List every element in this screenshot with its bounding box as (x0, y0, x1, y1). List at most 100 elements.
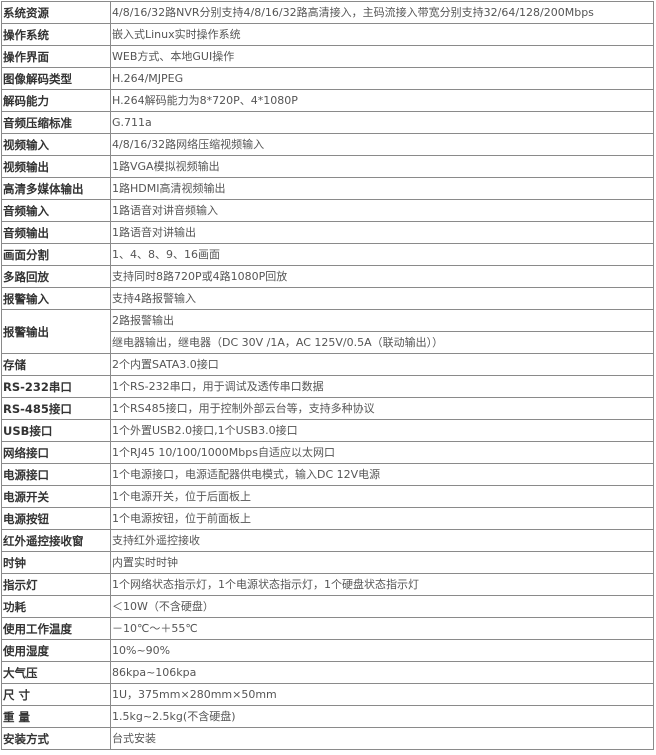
spec-label: 音频输出 (1, 221, 111, 244)
spec-label: 报警输入 (1, 287, 111, 310)
spec-row: USB接口 1个外置USB2.0接口,1个USB3.0接口 (1, 419, 654, 442)
spec-row: 电源按钮 1个电源按钮，位于前面板上 (1, 507, 654, 530)
spec-row: 指示灯 1个网络状态指示灯，1个电源状态指示灯，1个硬盘状态指示灯 (1, 573, 654, 596)
spec-row: 操作界面 WEB方式、本地GUI操作 (1, 45, 654, 68)
spec-row: 视频输出 1路VGA模拟视频输出 (1, 155, 654, 178)
spec-label: 安装方式 (1, 727, 111, 750)
spec-label: 视频输入 (1, 133, 111, 156)
spec-row: 电源开关 1个电源开关，位于后面板上 (1, 485, 654, 508)
spec-label: 解码能力 (1, 89, 111, 112)
spec-value: 1.5kg~2.5kg(不含硬盘) (110, 705, 654, 728)
spec-label: 功耗 (1, 595, 111, 618)
spec-row: 大气压 86kpa~106kpa (1, 661, 654, 684)
spec-value: 1个RS-232串口，用于调试及透传串口数据 (110, 375, 654, 398)
spec-value: 嵌入式Linux实时操作系统 (110, 23, 654, 46)
spec-value: ＜10W（不含硬盘） (110, 595, 654, 618)
spec-value: 2个内置SATA3.0接口 (110, 353, 654, 376)
spec-value: 86kpa~106kpa (110, 661, 654, 684)
spec-value: 支持红外遥控接收 (110, 529, 654, 552)
spec-value: H.264解码能力为8*720P、4*1080P (110, 89, 654, 112)
spec-value: 4/8/16/32路NVR分别支持4/8/16/32路高清接入，主码流接入带宽分… (110, 1, 654, 24)
spec-label: 电源开关 (1, 485, 111, 508)
spec-row: 时钟 内置实时时钟 (1, 551, 654, 574)
spec-value: 1个RJ45 10/100/1000Mbps自适应以太网口 (110, 441, 654, 464)
spec-label: 大气压 (1, 661, 111, 684)
spec-label: 红外遥控接收窗 (1, 529, 111, 552)
spec-row: 报警输入 支持4路报警输入 (1, 287, 654, 310)
spec-label: 电源接口 (1, 463, 111, 486)
spec-row: RS-232串口 1个RS-232串口，用于调试及透传串口数据 (1, 375, 654, 398)
spec-label: 操作界面 (1, 45, 111, 68)
spec-value: 1路HDMI高清视频输出 (110, 177, 654, 200)
spec-row: 音频输入 1路语音对讲音频输入 (1, 199, 654, 222)
spec-label: 报警输出 (1, 309, 111, 354)
spec-label: 音频输入 (1, 199, 111, 222)
spec-row: 电源接口 1个电源接口，电源适配器供电模式，输入DC 12V电源 (1, 463, 654, 486)
spec-value: 1路语音对讲输出 (110, 221, 654, 244)
spec-row: 红外遥控接收窗 支持红外遥控接收 (1, 529, 654, 552)
spec-row: 音频输出 1路语音对讲输出 (1, 221, 654, 244)
spec-label: 使用湿度 (1, 639, 111, 662)
spec-row: 操作系统 嵌入式Linux实时操作系统 (1, 23, 654, 46)
spec-value: WEB方式、本地GUI操作 (110, 45, 654, 68)
spec-row: 视频输入 4/8/16/32路网络压缩视频输入 (1, 133, 654, 156)
spec-value: 4/8/16/32路网络压缩视频输入 (110, 133, 654, 156)
spec-row: 报警输出 2路报警输出 (1, 309, 654, 354)
spec-row: 存储 2个内置SATA3.0接口 (1, 353, 654, 376)
spec-value: 1、4、8、9、16画面 (110, 243, 654, 266)
spec-row: 解码能力 H.264解码能力为8*720P、4*1080P (1, 89, 654, 112)
spec-value: 1个电源开关，位于后面板上 (110, 485, 654, 508)
spec-value: 2路报警输出 (110, 309, 654, 332)
spec-label: 时钟 (1, 551, 111, 574)
spec-label: 网络接口 (1, 441, 111, 464)
spec-value: 1路VGA模拟视频输出 (110, 155, 654, 178)
spec-label: 图像解码类型 (1, 67, 111, 90)
spec-value: 1个电源接口，电源适配器供电模式，输入DC 12V电源 (110, 463, 654, 486)
spec-row: 多路回放 支持同时8路720P或4路1080P回放 (1, 265, 654, 288)
spec-label: RS-232串口 (1, 375, 111, 398)
spec-row: 安装方式 台式安装 (1, 727, 654, 750)
spec-label: 视频输出 (1, 155, 111, 178)
spec-row: RS-485接口 1个RS485接口，用于控制外部云台等，支持多种协议 (1, 397, 654, 420)
spec-row: 重 量 1.5kg~2.5kg(不含硬盘) (1, 705, 654, 728)
spec-label: 高清多媒体输出 (1, 177, 111, 200)
spec-row: 图像解码类型 H.264/MJPEG (1, 67, 654, 90)
spec-label: 存储 (1, 353, 111, 376)
spec-value: 1个RS485接口，用于控制外部云台等，支持多种协议 (110, 397, 654, 420)
spec-value: －10℃～＋55℃ (110, 617, 654, 640)
spec-value: 1个外置USB2.0接口,1个USB3.0接口 (110, 419, 654, 442)
spec-label: 操作系统 (1, 23, 111, 46)
spec-value: 10%~90% (110, 639, 654, 662)
spec-label: 尺 寸 (1, 683, 111, 706)
spec-row: 使用工作温度 －10℃～＋55℃ (1, 617, 654, 640)
spec-row: 高清多媒体输出 1路HDMI高清视频输出 (1, 177, 654, 200)
spec-label: 电源按钮 (1, 507, 111, 530)
spec-value: 1个电源按钮，位于前面板上 (110, 507, 654, 530)
spec-value: 继电器输出，继电器（DC 30V /1A，AC 125V/0.5A（联动输出）） (110, 331, 654, 354)
spec-row: 网络接口 1个RJ45 10/100/1000Mbps自适应以太网口 (1, 441, 654, 464)
spec-value: 1U，375mm×280mm×50mm (110, 683, 654, 706)
spec-row: 尺 寸 1U，375mm×280mm×50mm (1, 683, 654, 706)
spec-value: 支持同时8路720P或4路1080P回放 (110, 265, 654, 288)
spec-value: 1路语音对讲音频输入 (110, 199, 654, 222)
spec-value: 支持4路报警输入 (110, 287, 654, 310)
spec-label: 指示灯 (1, 573, 111, 596)
spec-label: RS-485接口 (1, 397, 111, 420)
spec-label: 重 量 (1, 705, 111, 728)
spec-row: 画面分割 1、4、8、9、16画面 (1, 243, 654, 266)
spec-row: 音频压缩标准 G.711a (1, 111, 654, 134)
spec-row: 使用湿度 10%~90% (1, 639, 654, 662)
spec-value: 台式安装 (110, 727, 654, 750)
spec-label: 画面分割 (1, 243, 111, 266)
spec-row: 功耗 ＜10W（不含硬盘） (1, 595, 654, 618)
spec-value: H.264/MJPEG (110, 67, 654, 90)
spec-label: 系统资源 (1, 1, 111, 24)
spec-label: 音频压缩标准 (1, 111, 111, 134)
spec-label: USB接口 (1, 419, 111, 442)
spec-value: 1个网络状态指示灯，1个电源状态指示灯，1个硬盘状态指示灯 (110, 573, 654, 596)
spec-label: 使用工作温度 (1, 617, 111, 640)
spec-label: 多路回放 (1, 265, 111, 288)
spec-value: 内置实时时钟 (110, 551, 654, 574)
spec-value: G.711a (110, 111, 654, 134)
